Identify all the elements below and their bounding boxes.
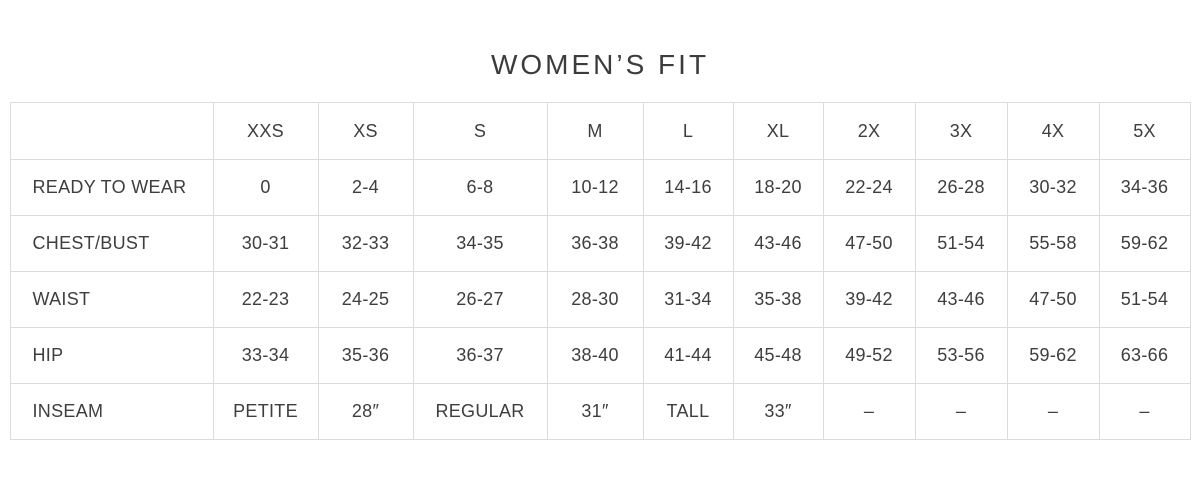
size-cell: 30-31 — [212, 215, 319, 272]
table-row-ready-to-wear: READY TO WEAR 0 2-4 6-8 10-12 14-16 18-2… — [9, 159, 1191, 216]
size-cell: 26-28 — [914, 159, 1008, 216]
size-cell: 33-34 — [212, 327, 319, 384]
size-cell: – — [914, 383, 1008, 440]
column-header-5x: 5X — [1098, 102, 1191, 160]
row-label: INSEAM — [9, 383, 214, 440]
size-cell: 49-52 — [822, 327, 916, 384]
size-cell: 0 — [212, 159, 319, 216]
size-cell: 28-30 — [546, 271, 644, 328]
size-cell: 41-44 — [642, 327, 734, 384]
size-cell: 31-34 — [642, 271, 734, 328]
size-cell: 45-48 — [732, 327, 824, 384]
size-cell: 10-12 — [546, 159, 644, 216]
page-title: WOMEN’S FIT — [490, 49, 710, 80]
size-cell: PETITE — [212, 383, 319, 440]
size-cell: 35-36 — [317, 327, 414, 384]
size-cell: – — [1098, 383, 1191, 440]
table-row-chest-bust: CHEST/BUST 30-31 32-33 34-35 36-38 39-42… — [9, 215, 1191, 272]
size-cell: 26-27 — [412, 271, 548, 328]
row-label: WAIST — [9, 271, 214, 328]
size-cell: 34-36 — [1098, 159, 1191, 216]
size-cell: 39-42 — [822, 271, 916, 328]
size-cell: 59-62 — [1098, 215, 1191, 272]
size-cell: 38-40 — [546, 327, 644, 384]
size-cell: 59-62 — [1006, 327, 1100, 384]
column-header-xl: XL — [732, 102, 824, 160]
size-cell: 43-46 — [914, 271, 1008, 328]
column-header-4x: 4X — [1006, 102, 1100, 160]
size-cell: 34-35 — [412, 215, 548, 272]
size-cell: 51-54 — [914, 215, 1008, 272]
size-cell: 36-38 — [546, 215, 644, 272]
header-row: XXS XS S M L XL 2X 3X 4X 5X — [9, 102, 1191, 160]
size-cell: 39-42 — [642, 215, 734, 272]
row-label: READY TO WEAR — [9, 159, 214, 216]
size-cell: 47-50 — [822, 215, 916, 272]
size-cell: 14-16 — [642, 159, 734, 216]
size-cell: 55-58 — [1006, 215, 1100, 272]
column-header-xxs: XXS — [212, 102, 319, 160]
size-cell: TALL — [642, 383, 734, 440]
size-cell: 28″ — [317, 383, 414, 440]
size-cell: 31″ — [546, 383, 644, 440]
size-cell: REGULAR — [412, 383, 548, 440]
size-cell: 43-46 — [732, 215, 824, 272]
corner-cell — [9, 102, 214, 160]
table-row-inseam: INSEAM PETITE 28″ REGULAR 31″ TALL 33″ –… — [9, 383, 1191, 440]
size-cell: 36-37 — [412, 327, 548, 384]
size-cell: 24-25 — [317, 271, 414, 328]
size-cell: – — [1006, 383, 1100, 440]
column-header-3x: 3X — [914, 102, 1008, 160]
row-label: CHEST/BUST — [9, 215, 214, 272]
size-cell: 30-32 — [1006, 159, 1100, 216]
row-label: HIP — [9, 327, 214, 384]
size-cell: 47-50 — [1006, 271, 1100, 328]
size-cell: 53-56 — [914, 327, 1008, 384]
size-cell: 51-54 — [1098, 271, 1191, 328]
size-cell: 18-20 — [732, 159, 824, 216]
size-cell: 2-4 — [317, 159, 414, 216]
column-header-s: S — [412, 102, 548, 160]
size-chart-table: XXS XS S M L XL 2X 3X 4X 5X READY TO WEA… — [9, 102, 1191, 440]
column-header-xs: XS — [317, 102, 414, 160]
table-row-waist: WAIST 22-23 24-25 26-27 28-30 31-34 35-3… — [9, 271, 1191, 328]
size-cell: 22-23 — [212, 271, 319, 328]
size-cell: 6-8 — [412, 159, 548, 216]
column-header-l: L — [642, 102, 734, 160]
column-header-2x: 2X — [822, 102, 916, 160]
size-cell: 35-38 — [732, 271, 824, 328]
column-header-m: M — [546, 102, 644, 160]
size-cell: 22-24 — [822, 159, 916, 216]
size-cell: 63-66 — [1098, 327, 1191, 384]
size-cell: – — [822, 383, 916, 440]
size-cell: 33″ — [732, 383, 824, 440]
table-row-hip: HIP 33-34 35-36 36-37 38-40 41-44 45-48 … — [9, 327, 1191, 384]
size-cell: 32-33 — [317, 215, 414, 272]
